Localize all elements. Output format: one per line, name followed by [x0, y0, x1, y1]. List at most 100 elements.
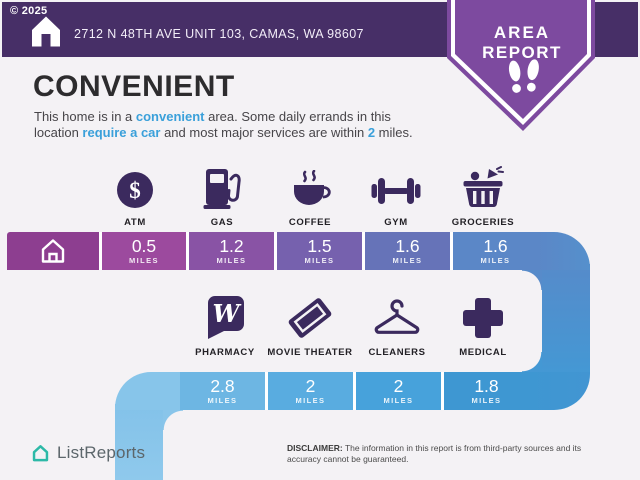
distance-value: 2.8: [210, 375, 235, 396]
distance-unit: MILES: [392, 255, 423, 265]
distance-segment: 2 MILES: [356, 372, 441, 410]
amenity-label: CLEANERS: [368, 347, 426, 358]
footprints-icon: [508, 59, 539, 93]
amenity-groceries: GROCERIES: [439, 164, 527, 228]
inner-corner-left: [163, 410, 183, 430]
inner-corner-mid: [522, 352, 542, 372]
segment-divider: [353, 372, 356, 410]
logo-text: ListReports: [57, 443, 146, 462]
bar-tail: [538, 232, 590, 270]
distance-bar-bottom: 2.8 MILES 2 MILES 2 MILES 1.8 MILES: [115, 372, 590, 410]
coffee-icon: [289, 164, 331, 210]
gym-icon: [370, 164, 422, 210]
segment-divider: [450, 232, 453, 270]
header-content: 2712 N 48TH AVE UNIT 103, CAMAS, WA 9860…: [29, 13, 364, 49]
amenity-gym: GYM: [352, 164, 440, 228]
copyright: © 2025: [10, 5, 48, 17]
segment-divider: [265, 372, 268, 410]
disclaimer-label: DISCLAIMER:: [287, 443, 343, 453]
segment-divider: [274, 232, 277, 270]
atm-icon: $: [115, 164, 155, 210]
distance-unit: MILES: [304, 255, 335, 265]
segment-divider: [186, 232, 189, 270]
medical-cross-icon: [461, 294, 505, 340]
distance-value: 1.6: [483, 235, 508, 256]
amenity-movie-theater: MOVIE THEATER: [266, 294, 354, 358]
amenity-label: GROCERIES: [451, 217, 515, 228]
amenity-pharmacy: W PHARMACY: [181, 294, 269, 358]
left-connector: [115, 404, 163, 480]
distance-segment: 1.8 MILES: [444, 372, 529, 410]
amenity-medical: MEDICAL: [439, 294, 527, 358]
description-text: and most major services are within: [160, 124, 368, 140]
pharmacy-icon: W: [203, 294, 247, 340]
highlight-text: convenient: [135, 109, 205, 124]
distance-segment: 1.6 MILES: [453, 232, 538, 270]
distance-unit: MILES: [129, 255, 159, 265]
movie-ticket-icon: [287, 294, 333, 340]
amenity-label: COFFEE: [288, 217, 332, 228]
gas-icon: [203, 164, 241, 210]
distance-unit: MILES: [216, 255, 247, 265]
bar-lead: [115, 372, 180, 410]
disclaimer-line2: accuracy cannot be guaranteed.: [287, 454, 409, 464]
distance-unit: MILES: [383, 395, 414, 405]
groceries-icon: [460, 164, 506, 210]
home-segment: [7, 232, 99, 270]
distance-segment: 1.6 MILES: [365, 232, 450, 270]
distance-value: 1.6: [395, 235, 420, 256]
distance-bar-top: 0.5 MILES 1.2 MILES 1.5 MILES 1.6 MILES …: [7, 232, 590, 270]
description-text: This home is in a: [34, 109, 136, 124]
distance-segment: 1.5 MILES: [277, 232, 362, 270]
amenity-gas: GAS: [178, 164, 266, 228]
listreports-logo: ListReports: [31, 443, 145, 463]
page-description: This home is in a convenient area. Some …: [34, 109, 436, 140]
amenity-label: MOVIE THEATER: [267, 347, 353, 358]
area-report-badge: AREA REPORT: [447, 0, 595, 131]
distance-unit: MILES: [295, 395, 326, 405]
segment-divider: [99, 232, 102, 270]
page-title: CONVENIENT: [33, 70, 235, 103]
amenity-label: GAS: [210, 217, 234, 228]
segment-divider: [441, 372, 444, 410]
amenity-atm: $ ATM: [91, 164, 179, 228]
description-text: area. Some daily errands in this locatio…: [34, 109, 391, 140]
home-icon: [32, 16, 60, 47]
badge-line2: REPORT: [482, 43, 562, 62]
svg-text:W: W: [213, 299, 242, 328]
right-connector: [542, 264, 590, 374]
highlight-text: 2: [367, 124, 376, 140]
distance-value: 1.5: [307, 235, 332, 256]
distance-segment: 2 MILES: [268, 372, 353, 410]
amenity-label: ATM: [124, 217, 146, 228]
disclaimer: DISCLAIMER: The information in this repo…: [287, 443, 617, 465]
description-text: miles.: [375, 124, 413, 140]
property-address: 2712 N 48TH AVE UNIT 103, CAMAS, WA 9860…: [74, 27, 364, 41]
hanger-icon: [373, 294, 421, 340]
svg-text:$: $: [129, 178, 141, 203]
badge-line1: AREA: [494, 23, 550, 42]
distance-value: 1.8: [474, 375, 499, 396]
distance-value: 2: [305, 375, 316, 396]
amenity-coffee: COFFEE: [266, 164, 354, 228]
amenity-label: PHARMACY: [195, 347, 255, 358]
distance-value: 1.2: [219, 235, 244, 256]
home-outline-icon: [41, 239, 65, 263]
amenity-cleaners: CLEANERS: [353, 294, 441, 358]
amenity-label: MEDICAL: [459, 347, 507, 358]
distance-segment: 1.2 MILES: [189, 232, 274, 270]
inner-corner-top: [522, 270, 542, 290]
segment-divider: [362, 232, 365, 270]
distance-unit: MILES: [471, 395, 502, 405]
amenity-label: GYM: [384, 217, 408, 228]
distance-value: 0.5: [131, 235, 157, 256]
distance-segment: 0.5 MILES: [102, 232, 186, 270]
distance-value: 2: [393, 375, 404, 396]
distance-segment: 2.8 MILES: [180, 372, 265, 410]
highlight-text: require a car: [82, 124, 161, 140]
listreports-house-icon: [32, 444, 49, 461]
distance-unit: MILES: [207, 395, 238, 405]
disclaimer-line1: The information in this report is from t…: [344, 443, 582, 453]
distance-unit: MILES: [480, 255, 511, 265]
